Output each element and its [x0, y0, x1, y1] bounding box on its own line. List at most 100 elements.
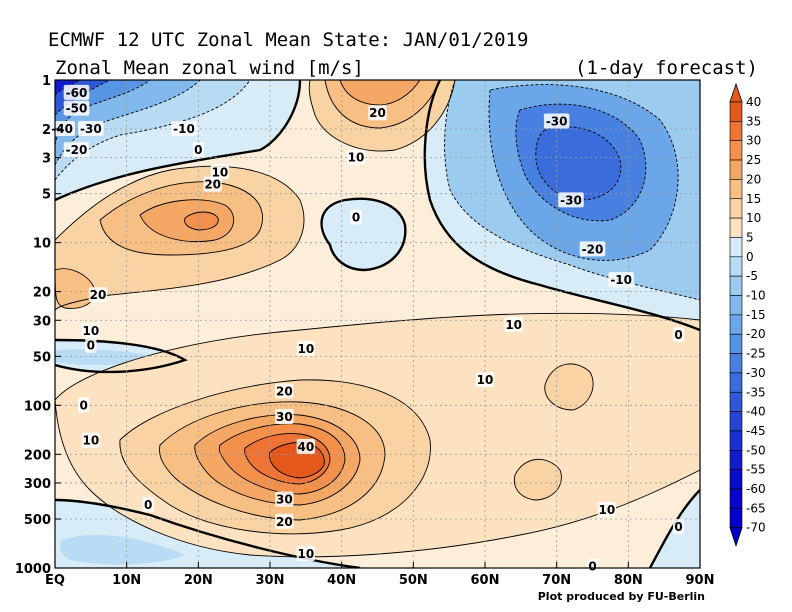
contour-label: -10 [610, 273, 632, 287]
contour-15-lowlevel [513, 458, 562, 501]
y-tick-label: 30 [33, 314, 51, 329]
contour-label: 10 [82, 324, 99, 338]
colorbar-label: 5 [746, 230, 754, 244]
colorbar-label: -55 [746, 463, 766, 477]
y-tick-label: 1 [42, 74, 51, 89]
contour-label: 20 [90, 288, 107, 302]
y-tick-label: 20 [33, 286, 51, 301]
colorbar-max-arrow [729, 82, 743, 103]
colorbar-label: -60 [746, 482, 766, 496]
contour-label-bg [275, 513, 294, 529]
x-tick-label: EQ [45, 573, 65, 588]
contour-label: -20 [582, 242, 604, 256]
contour-label: 30 [276, 410, 293, 424]
colorbar-segment [729, 314, 743, 335]
contour-label: 0 [352, 210, 360, 224]
forecast-label: (1-day forecast) [575, 57, 758, 79]
y-tick-label: 50 [33, 350, 51, 365]
colorbar-segment [729, 217, 743, 238]
contour-label-bg [49, 120, 75, 136]
contour-label: 10 [505, 318, 522, 332]
contour-label-bg [296, 340, 316, 356]
colorbar-segment [729, 256, 743, 277]
colorbar-segment [729, 469, 743, 490]
contour-20-jet [159, 401, 386, 521]
contour-label: 0 [588, 560, 596, 574]
y-tick-label: 1000 [15, 562, 51, 577]
region-15-lowlevel [514, 459, 562, 500]
x-tick-label: 40N [327, 573, 356, 588]
colorbar-label: 40 [746, 95, 761, 109]
contour-label: 10 [348, 151, 365, 165]
contour-label-bg [579, 241, 606, 257]
contour-label-bg [368, 105, 387, 121]
contour-label: 40 [297, 440, 314, 454]
x-tick-label: 20N [184, 573, 213, 588]
contour-label-bg [543, 113, 570, 129]
contour-20-lowlat [55, 268, 96, 309]
contour-label: -60 [66, 86, 88, 100]
contour-label-bg [672, 519, 685, 535]
x-tick-label: 70N [542, 573, 571, 588]
contour-label: 10 [211, 165, 228, 179]
contour-label-bg [63, 84, 90, 100]
contour-label: 20 [276, 515, 293, 529]
contour-label: 30 [276, 493, 293, 507]
contour-label-bg [346, 149, 366, 165]
colorbar-segment [729, 179, 743, 200]
chart-title: ECMWF 12 UTC Zonal Mean State: JAN/01/20… [48, 29, 528, 51]
contour-label-bg [586, 558, 599, 574]
colorbar-min-arrow [729, 527, 743, 547]
contour-25-upper [139, 199, 235, 242]
colorbar-label: 15 [746, 192, 761, 206]
contour-minus55 [55, 80, 81, 96]
x-tick-label: 80N [614, 573, 643, 588]
contour-zero-50hpa [55, 338, 188, 374]
colorbar-label: 0 [746, 250, 754, 264]
contour-label: 0 [194, 143, 202, 157]
colorbar-segment [729, 449, 743, 470]
colorbar-segment [729, 140, 743, 161]
y-tick-label: 10 [33, 237, 51, 252]
colorbar-segment [729, 372, 743, 393]
credit-label: Plot produced by FU-Berlin [538, 590, 705, 603]
contour-label-bg [81, 432, 101, 448]
colorbar-label: -20 [746, 327, 766, 341]
contour-label-bg [275, 491, 294, 507]
contour-label: 0 [144, 498, 152, 512]
contour-label: 20 [204, 178, 221, 192]
contour-minus5 [55, 80, 251, 181]
colorbar-segment [729, 391, 743, 412]
colorbar-label: 25 [746, 153, 761, 167]
colorbar-label: -25 [746, 347, 766, 361]
x-axis: EQ 10N 20N 30N 40N 50N 60N 70N 80N 90N [45, 562, 714, 588]
x-tick-label: 30N [256, 573, 285, 588]
region-minus55 [55, 80, 80, 95]
contour-label: 10 [598, 503, 615, 517]
colorbar: 40 35 30 25 20 15 10 5 0 -5 -10 -15 -20 -25 -30 -35 -40 -… [729, 82, 766, 547]
contour-label-bg [78, 397, 90, 413]
contour-label: -20 [66, 143, 88, 157]
region-0-island [321, 198, 406, 270]
colorbar-label: -10 [746, 289, 766, 303]
colorbar-label: -15 [746, 308, 766, 322]
contour-label: -30 [560, 193, 582, 207]
contour-15-midlat [544, 363, 594, 411]
contour-30-upper [184, 211, 219, 231]
contour-label-bg [63, 142, 90, 158]
contour-label: -30 [546, 115, 568, 129]
x-tick-label: 60N [471, 573, 500, 588]
contour-label: -50 [66, 102, 88, 116]
x-tick-label: 90N [686, 573, 715, 588]
colorbar-segment [729, 333, 743, 354]
colorbar-segment [729, 411, 743, 432]
colorbar-label: 10 [746, 211, 761, 225]
contour-label-bg [63, 100, 90, 116]
contour-label-bg [504, 316, 523, 332]
contour-label-bg [558, 192, 584, 208]
contour-15-jet [119, 379, 431, 535]
contour-label: 10 [82, 434, 99, 448]
contour-35-jet [244, 433, 331, 485]
contour-label-bg [142, 497, 154, 513]
